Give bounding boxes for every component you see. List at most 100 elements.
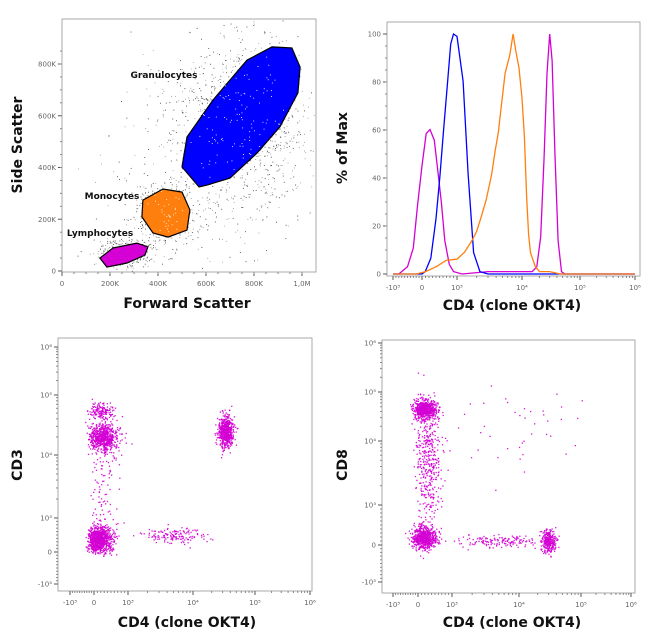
scatter-point (90, 426, 91, 427)
scatter-point (204, 99, 205, 100)
scatter-point (299, 147, 300, 148)
scatter-point (258, 153, 259, 154)
scatter-point (206, 85, 207, 86)
scatter-point (180, 539, 181, 540)
scatter-point (103, 529, 104, 530)
scatter-point (183, 190, 184, 191)
gate-event (232, 160, 233, 161)
scatter-point (194, 92, 195, 93)
scatter-point (165, 533, 166, 534)
scatter-point (211, 92, 212, 93)
scatter-point (209, 101, 210, 102)
scatter-point (171, 179, 172, 180)
scatter-point (310, 213, 311, 214)
scatter-point (101, 246, 102, 247)
gate-label: Lymphocytes (67, 229, 133, 239)
scatter-point (102, 441, 103, 442)
scatter-point (109, 452, 110, 453)
scatter-point (92, 453, 93, 454)
scatter-point (104, 554, 105, 555)
gate-event (232, 146, 233, 147)
scatter-point (89, 530, 90, 531)
scatter-point (226, 65, 227, 66)
scatter-point (91, 408, 92, 409)
scatter-point (97, 407, 98, 408)
scatter-point (239, 58, 240, 59)
scatter-point (202, 110, 203, 111)
scatter-point (142, 234, 143, 235)
scatter-point (100, 402, 101, 403)
scatter-point (222, 433, 223, 434)
scatter-point (247, 219, 248, 220)
gate-event (170, 216, 171, 217)
scatter-point (115, 240, 116, 241)
y-tick-label: 100 (368, 31, 381, 39)
scatter-point (165, 240, 166, 241)
scatter-point (156, 236, 157, 237)
scatter-point (94, 449, 95, 450)
scatter-point (112, 551, 113, 552)
scatter-point (141, 218, 142, 219)
scatter-point (143, 187, 144, 188)
scatter-point (155, 241, 156, 242)
scatter-point (111, 536, 112, 537)
scatter-point (221, 423, 222, 424)
scatter-point (238, 57, 239, 58)
scatter-point (105, 411, 106, 412)
scatter-point (119, 241, 120, 242)
scatter-point (90, 254, 91, 255)
scatter-point (105, 422, 106, 423)
scatter-point (96, 518, 97, 519)
scatter-point (105, 409, 106, 410)
scatter-point (233, 436, 234, 437)
scatter-point (135, 219, 136, 220)
gate-event (209, 161, 210, 162)
scatter-point (133, 268, 134, 269)
scatter-point (222, 187, 223, 188)
scatter-point (234, 202, 235, 203)
scatter-point (121, 455, 122, 456)
gate-event (198, 109, 199, 110)
scatter-point (247, 27, 248, 28)
gate-event (279, 124, 280, 125)
gate-event (226, 119, 227, 120)
scatter-point (106, 418, 107, 419)
gate-event (187, 112, 188, 113)
scatter-point (207, 534, 208, 535)
scatter-point (142, 240, 143, 241)
scatter-point (117, 176, 118, 177)
scatter-point (304, 110, 305, 111)
scatter-point (186, 187, 187, 188)
gate-event (168, 226, 169, 227)
scatter-point (181, 172, 182, 173)
scatter-point (194, 221, 195, 222)
scatter-point (288, 163, 289, 164)
scatter-point (91, 530, 92, 531)
gate-event (168, 220, 169, 221)
scatter-point (284, 182, 285, 183)
scatter-point (200, 225, 201, 226)
scatter-point (265, 193, 266, 194)
scatter-point (89, 411, 90, 412)
scatter-point (126, 180, 127, 181)
scatter-point (203, 227, 204, 228)
scatter-point (116, 444, 117, 445)
scatter-point (244, 185, 245, 186)
gate-event (215, 141, 216, 142)
scatter-point (90, 542, 91, 543)
scatter-point (116, 420, 117, 421)
scatter-point (155, 243, 156, 244)
scatter-point (153, 235, 154, 236)
scatter-point (182, 101, 183, 102)
scatter-point (96, 531, 97, 532)
scatter-point (86, 537, 87, 538)
scatter-point (236, 27, 237, 28)
scatter-point (157, 539, 158, 540)
scatter-point (271, 157, 272, 158)
scatter-point (109, 531, 110, 532)
scatter-point (94, 430, 95, 431)
scatter-point (112, 538, 113, 539)
gate-event (192, 108, 193, 109)
scatter-point (224, 437, 225, 438)
scatter-point (190, 540, 191, 541)
